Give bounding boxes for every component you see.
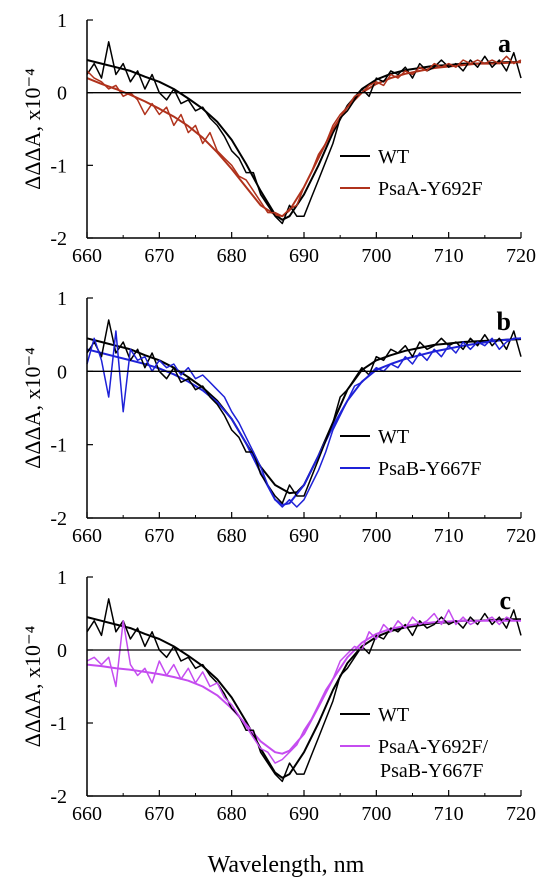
series-line-a-raw-2 [86, 55, 522, 217]
y-tick-label: -1 [50, 435, 67, 457]
legend-label: WT [378, 426, 409, 448]
x-tick-label: 700 [361, 245, 391, 267]
x-tick-label: 690 [289, 525, 319, 547]
y-tick-label: -2 [50, 228, 67, 250]
series-line-c-fit-3 [86, 619, 521, 755]
x-tick-label: 720 [506, 525, 536, 547]
x-tick-label: 700 [361, 803, 391, 825]
x-tick-label: 690 [289, 803, 319, 825]
x-tick-label: 670 [144, 803, 174, 825]
y-tick-label: 1 [57, 288, 67, 310]
series-line-a-fit-3 [86, 61, 522, 218]
x-tick-label: 720 [506, 245, 536, 267]
y-tick-label: -2 [50, 508, 67, 530]
x-tick-label: 700 [361, 525, 391, 547]
series-line-b-raw-2 [86, 330, 521, 508]
x-tick-label: 670 [144, 245, 174, 267]
panel-letter: b [497, 307, 511, 336]
legend-label: PsaB-Y667F [378, 458, 481, 480]
legend-label: WT [378, 704, 409, 726]
x-tick-label: 680 [217, 803, 247, 825]
panel-b: 660 670 680 690 700 710 720 -2 -1 0 1 ΔΔΔA, x10⁻⁴ b W… [20, 288, 536, 547]
panel-letter: c [499, 586, 511, 615]
x-tick-label: 660 [72, 803, 102, 825]
y-tick-label: 1 [57, 567, 67, 589]
x-tick-label: 660 [72, 525, 102, 547]
x-tick-label: 710 [434, 525, 464, 547]
y-tick-label: -1 [50, 713, 67, 735]
x-tick-label: 710 [434, 245, 464, 267]
series-line-c-raw-2 [86, 609, 521, 764]
x-tick-label: 690 [289, 245, 319, 267]
panel-c: 660 670 680 690 700 710 720 -2 -1 0 1 ΔΔΔA, x10⁻⁴ c W… [20, 567, 536, 825]
y-tick-label: 0 [57, 361, 67, 383]
y-axis-label: ΔΔΔA, x10⁻⁴ [20, 625, 45, 747]
y-tick-label: 0 [57, 83, 67, 105]
x-tick-label: 660 [72, 245, 102, 267]
legend-label: WT [378, 146, 409, 168]
x-tick-label: 680 [217, 525, 247, 547]
x-tick-label: 680 [217, 245, 247, 267]
x-tick-label: 670 [144, 525, 174, 547]
x-axis-label: Wavelength, nm [208, 852, 365, 878]
x-tick-label: 710 [434, 803, 464, 825]
y-tick-label: 0 [57, 640, 67, 662]
panel-a: 660 670 680 690 700 710 720 -2 -1 0 1 ΔΔΔA, x10⁻⁴ a W… [20, 10, 536, 267]
panel-letter: a [498, 29, 511, 58]
legend-label: PsaA-Y692F [378, 178, 482, 200]
y-tick-label: -1 [50, 155, 67, 177]
y-tick-label: 1 [57, 10, 67, 32]
legend-label: PsaA-Y692F/PsaB-Y667F [378, 736, 488, 782]
y-axis-label: ΔΔΔA, x10⁻⁴ [20, 68, 45, 190]
y-axis-label: ΔΔΔA, x10⁻⁴ [20, 347, 45, 469]
x-tick-label: 720 [506, 803, 536, 825]
y-tick-label: -2 [50, 786, 67, 808]
